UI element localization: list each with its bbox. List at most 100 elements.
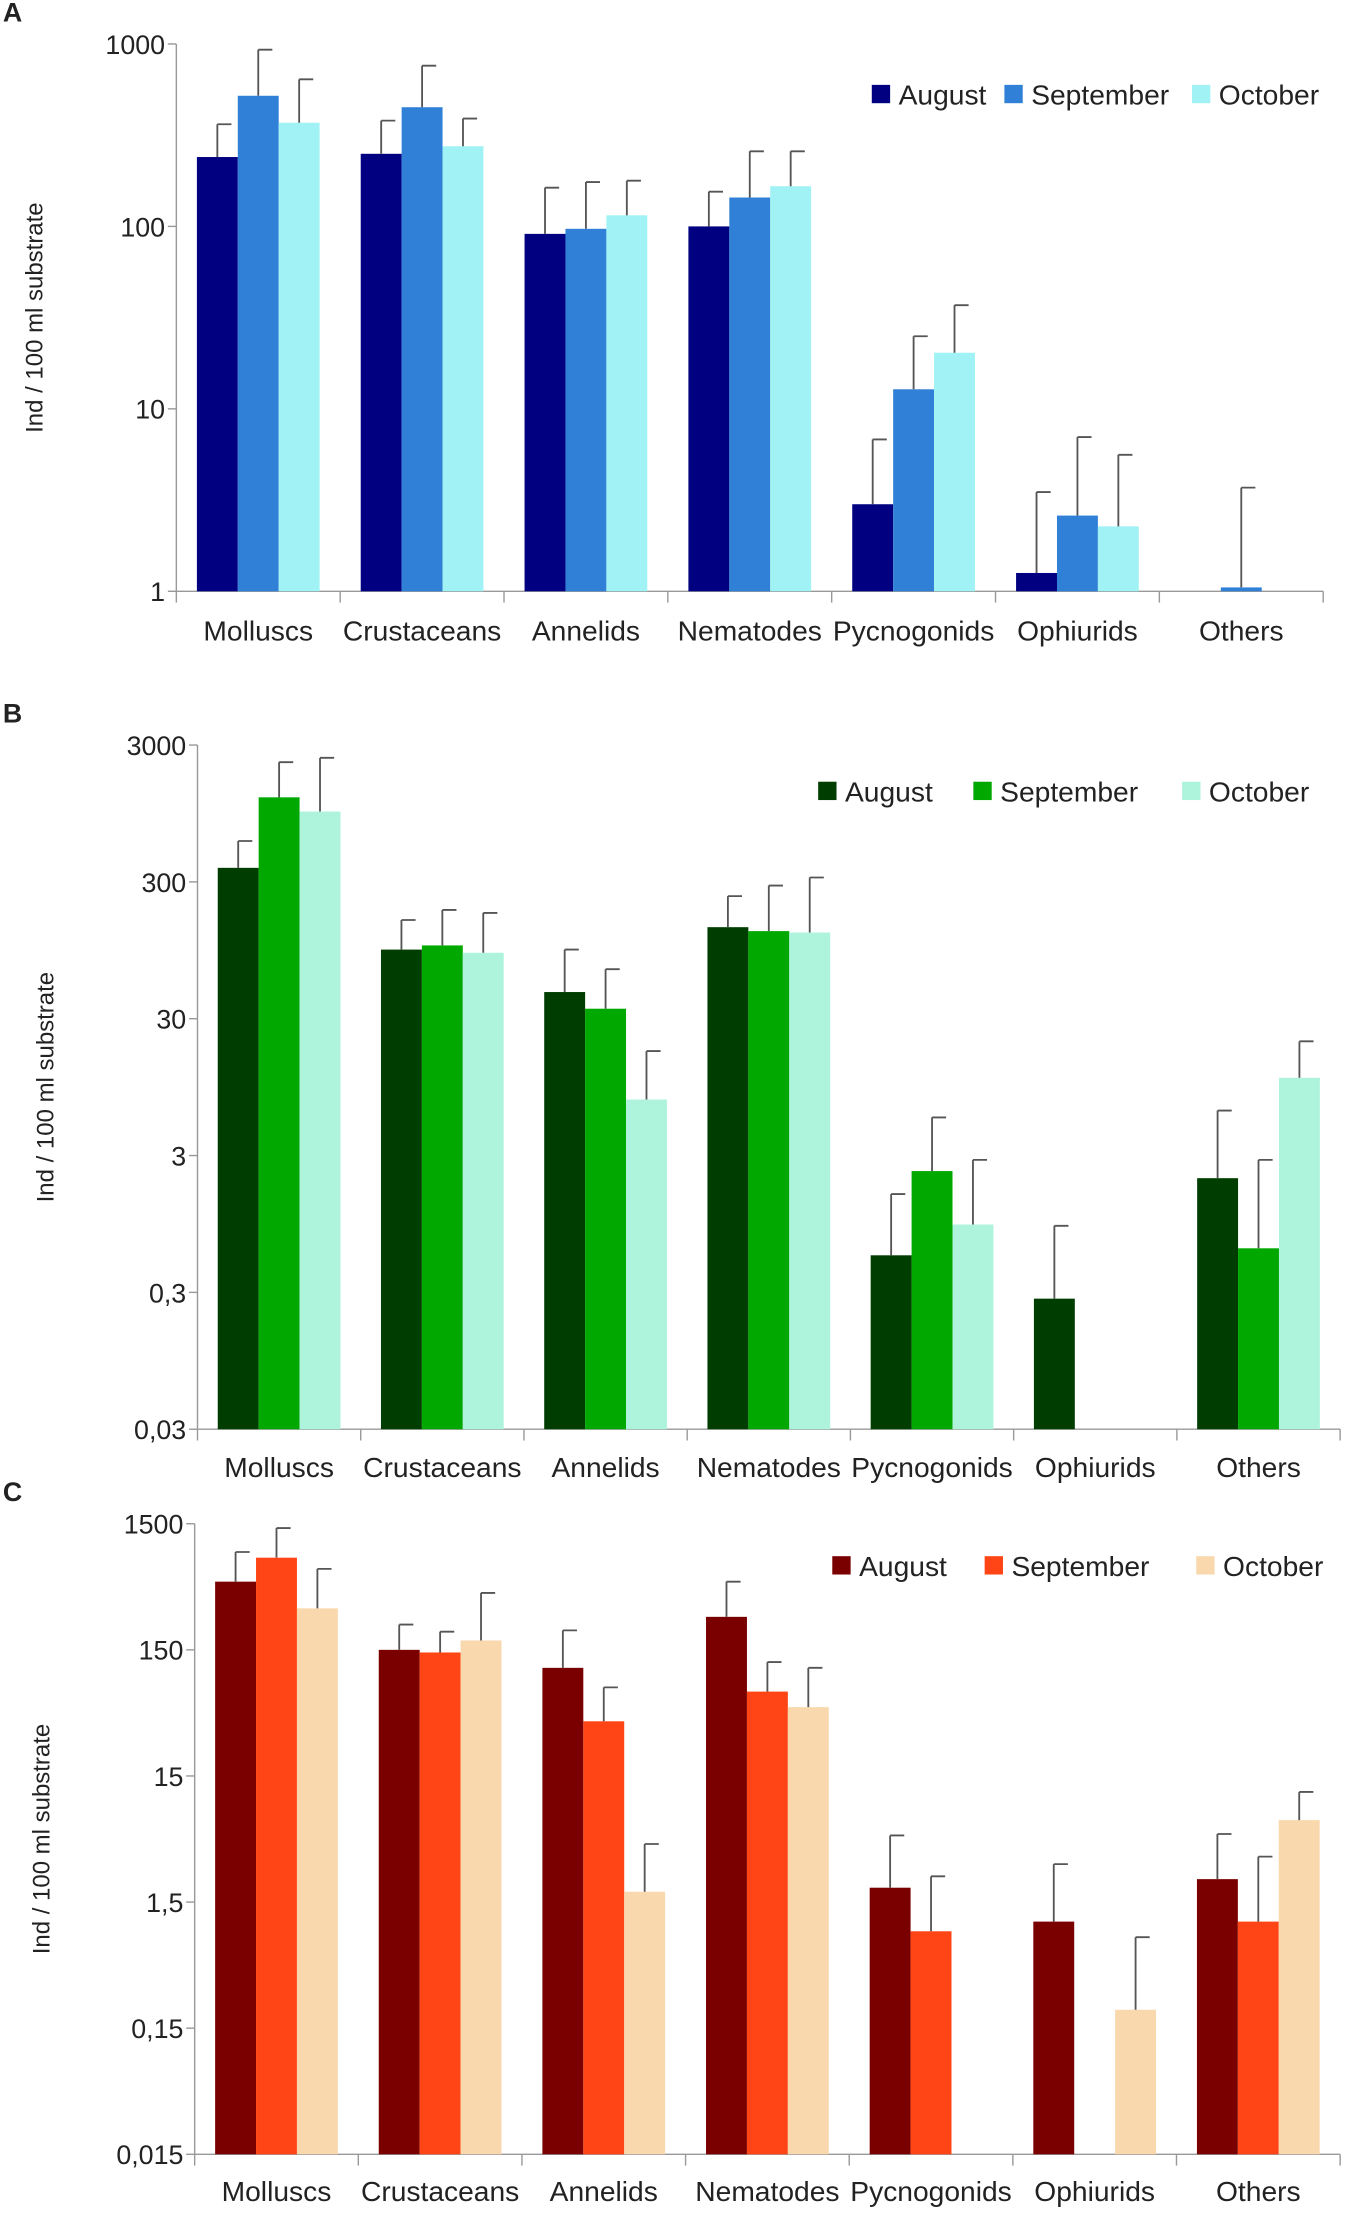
error-bar xyxy=(748,150,764,198)
bar xyxy=(1056,515,1098,592)
bar xyxy=(934,352,975,592)
error-bar xyxy=(216,123,232,158)
x-tick-label: Ophiurids xyxy=(1017,615,1138,647)
legend-label: August xyxy=(859,1550,947,1582)
bar xyxy=(688,226,730,592)
error-bar xyxy=(1298,1040,1314,1078)
error-bar xyxy=(1216,1833,1232,1880)
error-bar xyxy=(237,840,253,868)
legend-swatch xyxy=(984,1556,1003,1575)
x-tick-label: Molluscs xyxy=(224,1451,334,1483)
x-tick-label: Pycnogonids xyxy=(833,615,995,647)
error-bar xyxy=(441,909,457,946)
y-tick-label: 300 xyxy=(141,868,186,898)
y-tick-label: 1,5 xyxy=(146,1888,183,1918)
bar xyxy=(1115,2009,1157,2155)
y-tick-label: 150 xyxy=(139,1636,184,1666)
error-bar xyxy=(585,181,601,229)
bar xyxy=(256,1557,297,2155)
bar xyxy=(1278,1820,1320,2155)
legend-label: October xyxy=(1223,1550,1323,1582)
panel-label: B xyxy=(3,698,22,728)
x-tick-label: Crustaceans xyxy=(361,2175,519,2207)
error-bar xyxy=(1134,1936,1150,2010)
bar xyxy=(869,1887,911,2155)
error-bar xyxy=(912,335,928,390)
bar xyxy=(217,867,259,1430)
bar xyxy=(196,157,238,592)
error-bar xyxy=(890,1193,906,1256)
error-bar xyxy=(953,304,969,353)
error-bar xyxy=(767,884,783,932)
y-tick-label: 3000 xyxy=(127,731,187,761)
error-bar xyxy=(421,64,437,108)
bar xyxy=(401,107,443,592)
error-bar xyxy=(726,895,743,928)
bar xyxy=(1097,526,1139,592)
error-bar xyxy=(1257,1855,1273,1922)
bar xyxy=(442,146,484,592)
bar xyxy=(583,1721,625,2155)
y-tick-label: 3 xyxy=(171,1141,186,1171)
error-bar xyxy=(462,117,478,147)
y-tick-label: 10 xyxy=(135,395,165,425)
bar xyxy=(706,1616,747,2155)
error-bar xyxy=(889,1834,905,1888)
x-tick-label: Nematodes xyxy=(695,2175,839,2207)
bar xyxy=(1237,1921,1279,2155)
error-bar xyxy=(602,1686,618,1722)
bar xyxy=(770,186,812,592)
y-tick-label: 30 xyxy=(156,1005,186,1035)
error-bar xyxy=(316,1567,332,1609)
legend-label: August xyxy=(845,775,933,807)
bar xyxy=(707,927,749,1430)
bar xyxy=(910,1931,952,2155)
bar xyxy=(870,1255,912,1430)
x-tick-label: Crustaceans xyxy=(343,615,501,647)
error-bar xyxy=(766,1661,782,1692)
bar xyxy=(893,389,935,592)
legend-swatch xyxy=(818,781,837,801)
bar xyxy=(460,1640,502,2155)
bar xyxy=(789,932,831,1430)
bar xyxy=(606,215,648,592)
error-bar xyxy=(482,911,498,953)
bar xyxy=(215,1581,257,2155)
bar xyxy=(952,1224,994,1430)
error-bar xyxy=(1298,1791,1314,1821)
legend-label: September xyxy=(1011,1550,1149,1582)
x-tick-label: Annelids xyxy=(551,1451,659,1483)
error-bar xyxy=(808,876,824,933)
y-tick-label: 0,3 xyxy=(149,1278,186,1308)
bar xyxy=(787,1707,829,2155)
x-tick-label: Pycnogonids xyxy=(851,1451,1013,1483)
error-bar xyxy=(398,1623,414,1650)
legend-swatch xyxy=(1182,781,1201,801)
error-bar xyxy=(234,1551,250,1582)
bar xyxy=(296,1608,338,2155)
x-tick-label: Others xyxy=(1199,615,1284,647)
x-tick-label: Ophiurids xyxy=(1035,1451,1156,1483)
error-bar xyxy=(789,150,805,187)
error-bar xyxy=(1053,1224,1069,1299)
error-bar xyxy=(871,438,887,505)
x-tick-label: Crustaceans xyxy=(363,1451,521,1483)
bar xyxy=(542,1667,584,2155)
x-tick-label: Molluscs xyxy=(203,615,313,647)
y-axis-title: Ind / 100 ml substrate xyxy=(21,202,48,433)
legend-swatch xyxy=(1004,84,1023,104)
error-bar xyxy=(1240,486,1256,588)
bar xyxy=(544,992,586,1430)
bar xyxy=(524,233,566,592)
x-tick-label: Annelids xyxy=(550,2175,658,2207)
x-tick-label: Annelids xyxy=(532,615,640,647)
error-bar xyxy=(1052,1863,1068,1922)
legend-label: August xyxy=(899,79,987,111)
error-bar xyxy=(561,1629,577,1668)
error-bar xyxy=(1035,491,1051,573)
x-tick-label: Others xyxy=(1216,1451,1301,1483)
bar xyxy=(278,122,320,592)
y-tick-label: 1 xyxy=(150,577,165,607)
y-axis-title: Ind / 100 ml substrate xyxy=(28,1724,55,1955)
